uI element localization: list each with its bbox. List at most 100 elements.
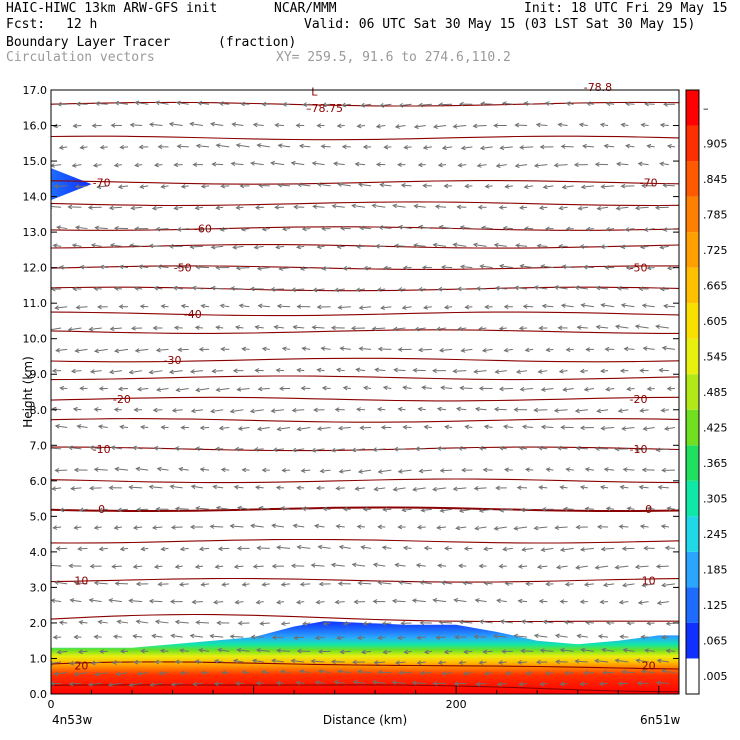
vector-shaft: [482, 348, 493, 352]
vector-head: [180, 184, 186, 189]
vector-head: [521, 547, 527, 552]
vector-shaft: [361, 546, 372, 549]
vector-head: [237, 426, 243, 431]
vector-head: [605, 620, 611, 626]
vector-shaft: [462, 582, 473, 585]
vector-head: [250, 634, 256, 640]
vector-head: [665, 648, 671, 654]
vector-shaft: [277, 305, 291, 308]
vector-shaft: [201, 583, 210, 586]
vector-head: [353, 599, 359, 605]
vector-shaft: [566, 228, 574, 230]
vector-head: [418, 347, 423, 353]
vector-shaft: [659, 369, 669, 372]
vector-head: [617, 681, 623, 686]
vector-head: [191, 599, 197, 605]
vector-head: [564, 670, 569, 676]
vector-head: [257, 386, 263, 392]
vector-shaft: [360, 103, 372, 107]
vector-head: [277, 182, 283, 188]
vector-head: [554, 633, 560, 639]
vector-shaft: [665, 547, 675, 549]
vector-head: [585, 226, 591, 232]
vector-shaft: [617, 163, 629, 166]
vector-head: [517, 598, 523, 604]
vector-shaft: [337, 125, 345, 127]
vector-shaft: [662, 347, 676, 350]
vector-shaft: [135, 101, 149, 105]
contour-label: –78.75: [306, 102, 343, 115]
vector-shaft: [543, 621, 554, 624]
vector-shaft: [356, 368, 366, 372]
vector-head: [117, 184, 123, 190]
contour-line: [51, 226, 679, 231]
vector-head: [359, 225, 365, 231]
vector-head: [484, 670, 490, 676]
vector-head: [499, 145, 505, 151]
vector-head: [110, 445, 116, 451]
vector-shaft: [372, 204, 386, 208]
vector-head: [251, 658, 257, 664]
vector-head: [148, 122, 154, 127]
vector-head: [314, 680, 320, 685]
vector-head: [379, 182, 385, 188]
vector-shaft: [195, 206, 204, 209]
vector-shaft: [91, 661, 102, 664]
colorbar-label: .425: [703, 422, 728, 435]
vector-shaft: [94, 468, 108, 471]
vector-head: [241, 467, 247, 473]
vector-shaft: [499, 327, 507, 330]
vector-shaft: [473, 125, 487, 127]
vector-head: [270, 160, 276, 166]
vector-shaft: [453, 487, 467, 490]
vector-shaft: [135, 348, 149, 352]
vector-shaft: [453, 125, 467, 128]
vector-shaft: [156, 348, 169, 351]
vector-shaft: [110, 327, 122, 330]
vector-head: [520, 619, 526, 625]
vector-head: [654, 205, 660, 210]
vector-shaft: [238, 427, 250, 430]
vector-shaft: [439, 621, 453, 624]
vector-head: [168, 121, 174, 127]
vector-shaft: [196, 145, 210, 148]
vector-head: [89, 563, 95, 569]
vector-head: [602, 582, 608, 588]
vector-shaft: [595, 565, 609, 569]
vector-head: [483, 424, 489, 430]
vector-head: [577, 205, 583, 211]
vector-shaft: [210, 635, 224, 638]
vector-shaft: [158, 583, 169, 585]
vector-head: [281, 346, 287, 352]
vector-head: [579, 368, 585, 374]
colorbar-swatch: [686, 232, 699, 268]
vector-head: [519, 386, 525, 392]
vector-head: [437, 286, 443, 292]
vector-head: [478, 446, 484, 451]
vector-head: [559, 647, 565, 653]
vector-shaft: [667, 145, 676, 148]
vector-head: [315, 599, 321, 605]
vector-head: [564, 581, 570, 587]
vector-shaft: [498, 661, 507, 664]
vector-head: [158, 670, 164, 676]
forecast-hour: 12 h: [66, 17, 98, 32]
vector-head: [444, 545, 449, 551]
vector-shaft: [216, 206, 224, 209]
vector-shaft: [606, 387, 615, 391]
vector-shaft: [458, 447, 467, 450]
valid-time: Valid: 06 UTC Sat 30 May 15 (03 LST Sat …: [304, 17, 696, 32]
vector-shaft: [505, 468, 513, 471]
vector-head: [354, 161, 360, 167]
vector-head: [417, 162, 423, 168]
vector-shaft: [643, 427, 655, 430]
vector-head: [111, 564, 117, 569]
vector-head: [108, 205, 114, 211]
vector-head: [131, 325, 136, 331]
colorbar: .005.065.125.185.245.305.365.425.485.545…: [685, 89, 728, 695]
vector-head: [152, 325, 158, 331]
vector-head: [472, 123, 478, 129]
vector-head: [391, 598, 397, 604]
vector-head: [484, 183, 490, 189]
vector-head: [69, 660, 75, 666]
